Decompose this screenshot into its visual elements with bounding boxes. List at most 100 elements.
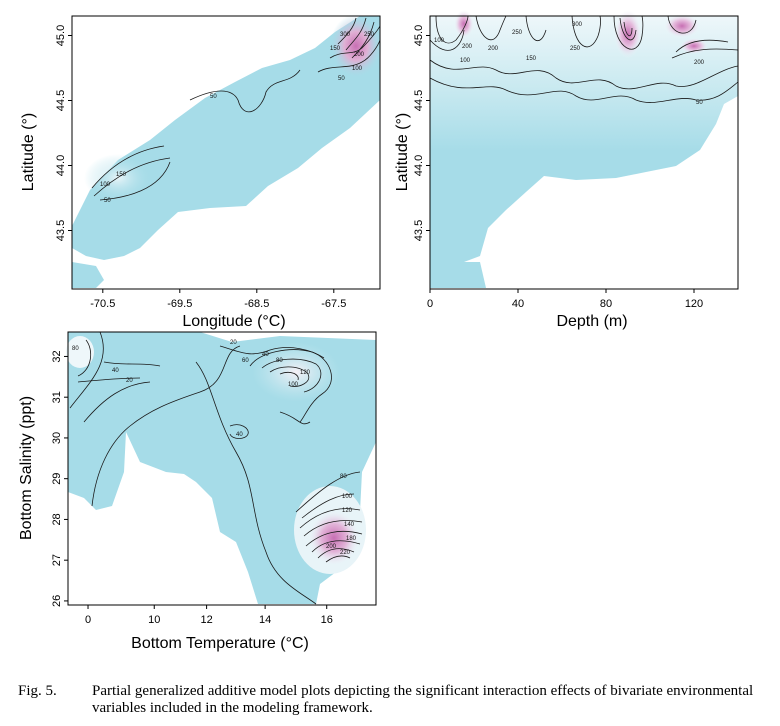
contour-label: 40: [236, 432, 243, 438]
contour-label: 250: [512, 30, 523, 36]
y-tick-label: 30: [51, 432, 63, 444]
temp-sal-xlabel: Bottom Temperature (°C): [131, 635, 309, 652]
temp-sal-contour-labels: 20 40 60 80 100 120 40 20 40 80 80 100 1…: [72, 340, 357, 556]
contour-label: 100: [460, 58, 471, 64]
y-tick-label: 32: [51, 350, 63, 362]
depth-lat-hotspot: [614, 10, 642, 58]
x-tick-label: 0: [427, 298, 433, 310]
x-tick-label: -67.5: [321, 298, 346, 310]
depth-lat-xlabel: Depth (m): [556, 313, 627, 330]
depth-lat-yticks: 43.5 44.0 44.5 45.0: [413, 25, 430, 241]
temp-sal-yticks: 26 27 28 29 30 31 32: [51, 350, 68, 607]
x-tick-label: 12: [200, 614, 212, 626]
depth-lat-domain: [430, 16, 738, 262]
contour-label: 220: [340, 550, 351, 556]
lon-lat-domain: [72, 16, 380, 260]
temp-sal-svg: 20 40 60 80 100 120 40 20 40 80 80 100 1…: [18, 331, 377, 652]
depth-lat-svg: 100 200 250 200 150 300 250 200 100 50 0…: [394, 10, 739, 330]
contour-label: 200: [462, 44, 473, 50]
caption-number: Fig. 5.: [18, 683, 57, 699]
lon-lat-xticks: -70.5 -69.5 -68.5 -67.5: [90, 289, 346, 310]
contour-label: 200: [694, 60, 705, 66]
depth-lat-ylabel: Latitude (°): [394, 113, 411, 191]
caption-text: Partial generalized additive model plots…: [92, 683, 754, 716]
contour-label: 120: [300, 370, 311, 376]
contour-label: 300: [340, 32, 351, 38]
contour-label: 150: [116, 172, 127, 178]
y-tick-label: 43.5: [413, 220, 425, 241]
contour-label: 20: [230, 340, 237, 346]
lon-lat-contours: [91, 17, 381, 201]
x-tick-label: 14: [259, 614, 271, 626]
contour-label: 20: [126, 378, 133, 384]
contour-label: 40: [262, 352, 269, 358]
x-tick-label: -69.5: [167, 298, 192, 310]
contour-label: 100: [352, 66, 363, 72]
x-tick-label: 120: [685, 298, 703, 310]
contour-label: 80: [340, 474, 347, 480]
lon-lat-warm-region: [84, 154, 152, 202]
y-tick-label: 43.5: [55, 220, 67, 241]
panel-depth-lat: 100 200 250 200 150 300 250 200 100 50 0…: [376, 0, 756, 335]
depth-lat-hotspot: [664, 14, 700, 38]
contour-label: 40: [112, 368, 119, 374]
x-tick-label: 40: [512, 298, 524, 310]
lon-lat-hotspot: [330, 14, 382, 78]
lon-lat-frame: [71, 15, 381, 290]
contour-label: 100: [342, 494, 353, 500]
x-tick-label: 0: [85, 614, 91, 626]
x-tick-label: 16: [321, 614, 333, 626]
contour-label: 150: [526, 56, 537, 62]
y-tick-label: 45.0: [413, 25, 425, 46]
depth-lat-frame: [429, 15, 739, 290]
contour-label: 50: [210, 94, 217, 100]
lon-lat-ylabel: Latitude (°): [20, 113, 37, 191]
y-tick-label: 44.5: [413, 90, 425, 111]
contour-label: 100: [434, 38, 445, 44]
temp-sal-hotspot: [308, 510, 360, 566]
contour-label: 200: [326, 544, 337, 550]
y-tick-label: 44.5: [55, 90, 67, 111]
contour-label: 120: [342, 508, 353, 514]
contour-label: 250: [570, 46, 581, 52]
panel-temp-sal: 20 40 60 80 100 120 40 20 40 80 80 100 1…: [0, 322, 392, 657]
x-tick-label: 80: [600, 298, 612, 310]
lon-lat-xlabel: Longitude (°C): [182, 313, 285, 330]
y-tick-label: 45.0: [55, 25, 67, 46]
y-tick-label: 44.0: [413, 155, 425, 176]
x-tick-label: -70.5: [90, 298, 115, 310]
depth-lat-domain-bottom: [430, 262, 486, 288]
contour-label: 250: [364, 32, 375, 38]
contour-label: 300: [572, 22, 583, 28]
y-tick-label: 31: [51, 391, 63, 403]
temp-sal-warm-corner: [66, 336, 94, 368]
contour-label: 140: [344, 522, 355, 528]
depth-lat-contours: [429, 15, 739, 103]
contour-label: 150: [330, 46, 341, 52]
contour-label: 50: [104, 198, 111, 204]
y-tick-label: 44.0: [55, 155, 67, 176]
contour-label: 100: [288, 382, 299, 388]
contour-label: 200: [488, 46, 499, 52]
depth-lat-xticks: 0 40 80 120: [427, 289, 703, 310]
y-tick-label: 28: [51, 513, 63, 525]
depth-lat-hotspot: [454, 10, 474, 38]
temp-sal-frame: [67, 331, 377, 606]
contour-label: 180: [346, 536, 357, 542]
temp-sal-warm-region: [252, 342, 340, 402]
lon-lat-svg: 50 100 150 50 50 100 150 200 250 300 -70…: [20, 14, 382, 330]
temp-sal-xticks: 0 10 12 14 16: [85, 605, 333, 626]
contour-label: 60: [242, 358, 249, 364]
contour-label: 50: [696, 100, 703, 106]
contour-label: 80: [72, 346, 79, 352]
contour-label: 50: [338, 76, 345, 82]
depth-lat-contour-labels: 100 200 250 200 150 300 250 200 100 50: [434, 22, 705, 106]
panel-lon-lat: 50 100 150 50 50 100 150 200 250 300 -70…: [0, 0, 392, 335]
x-tick-label: -68.5: [244, 298, 269, 310]
temp-sal-ylabel: Bottom Salinity (ppt): [18, 396, 35, 540]
temp-sal-contours: [69, 331, 363, 605]
lon-lat-contour-labels: 50 100 150 50 50 100 150 200 250 300: [100, 32, 375, 204]
x-tick-label: 10: [148, 614, 160, 626]
contour-label: 200: [354, 52, 365, 58]
lon-lat-domain-sw: [72, 262, 104, 288]
